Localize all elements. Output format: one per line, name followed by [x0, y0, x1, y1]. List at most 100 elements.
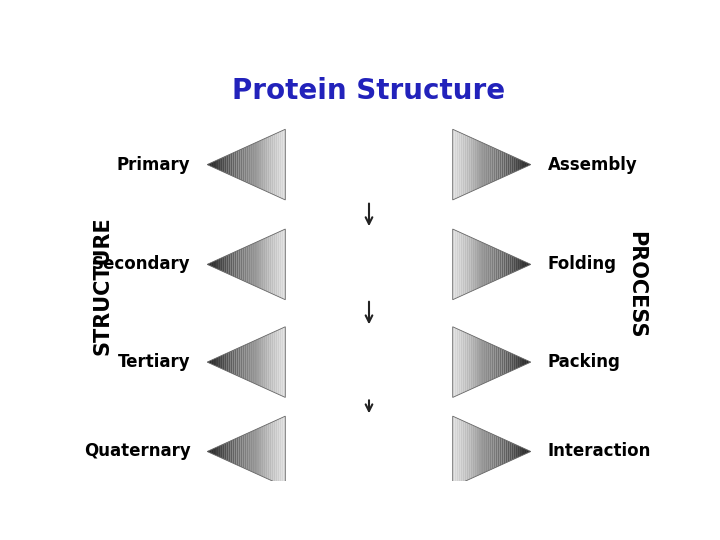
Polygon shape: [454, 417, 456, 486]
Polygon shape: [229, 154, 230, 175]
Polygon shape: [505, 153, 508, 176]
Polygon shape: [523, 261, 525, 268]
Polygon shape: [258, 338, 260, 386]
Polygon shape: [464, 421, 467, 482]
Polygon shape: [268, 334, 270, 390]
Polygon shape: [529, 264, 531, 265]
Polygon shape: [277, 132, 279, 197]
Polygon shape: [266, 137, 268, 192]
Polygon shape: [256, 429, 258, 475]
Polygon shape: [472, 425, 474, 478]
Polygon shape: [529, 164, 531, 165]
Polygon shape: [240, 248, 243, 280]
Polygon shape: [500, 348, 502, 376]
Polygon shape: [462, 331, 464, 393]
Polygon shape: [462, 134, 464, 195]
Polygon shape: [478, 428, 480, 475]
Polygon shape: [276, 233, 277, 296]
Polygon shape: [453, 416, 454, 487]
Polygon shape: [262, 139, 264, 190]
Polygon shape: [509, 353, 511, 372]
Polygon shape: [490, 433, 492, 470]
Polygon shape: [243, 248, 244, 281]
Polygon shape: [244, 147, 246, 183]
Polygon shape: [235, 438, 236, 465]
Polygon shape: [523, 161, 525, 168]
Polygon shape: [207, 450, 209, 453]
Polygon shape: [508, 441, 509, 462]
Polygon shape: [474, 239, 476, 290]
Polygon shape: [256, 339, 258, 385]
Polygon shape: [494, 148, 495, 181]
Polygon shape: [468, 236, 470, 293]
Polygon shape: [248, 343, 250, 382]
Polygon shape: [270, 136, 271, 194]
Polygon shape: [516, 158, 517, 172]
Polygon shape: [258, 141, 260, 188]
Polygon shape: [209, 360, 211, 364]
Polygon shape: [492, 247, 494, 282]
Polygon shape: [258, 428, 260, 475]
Polygon shape: [527, 450, 529, 453]
Polygon shape: [256, 241, 258, 287]
Polygon shape: [250, 431, 252, 472]
Polygon shape: [236, 151, 238, 179]
Polygon shape: [486, 244, 488, 285]
Polygon shape: [468, 136, 470, 193]
Polygon shape: [260, 140, 262, 190]
Polygon shape: [235, 251, 236, 278]
Polygon shape: [264, 138, 266, 191]
Polygon shape: [527, 163, 529, 166]
Polygon shape: [243, 435, 244, 468]
Polygon shape: [246, 433, 248, 470]
Polygon shape: [503, 152, 505, 177]
Polygon shape: [468, 334, 470, 390]
Polygon shape: [254, 242, 256, 287]
Polygon shape: [461, 233, 462, 296]
Polygon shape: [467, 333, 468, 392]
Polygon shape: [274, 421, 276, 482]
Polygon shape: [282, 230, 284, 299]
Polygon shape: [490, 146, 492, 183]
Polygon shape: [219, 356, 221, 368]
Polygon shape: [213, 359, 215, 366]
Polygon shape: [277, 329, 279, 395]
Polygon shape: [519, 259, 521, 269]
Polygon shape: [219, 158, 221, 171]
Polygon shape: [468, 423, 470, 480]
Polygon shape: [246, 146, 248, 183]
Polygon shape: [219, 446, 221, 458]
Polygon shape: [519, 357, 521, 367]
Polygon shape: [213, 261, 215, 268]
Polygon shape: [492, 147, 494, 183]
Polygon shape: [260, 338, 262, 387]
Polygon shape: [502, 349, 503, 375]
Polygon shape: [486, 431, 488, 472]
Polygon shape: [209, 262, 211, 266]
Polygon shape: [482, 429, 484, 474]
Polygon shape: [254, 340, 256, 384]
Text: Folding: Folding: [547, 255, 616, 273]
Polygon shape: [459, 132, 461, 197]
Polygon shape: [494, 248, 495, 281]
Polygon shape: [498, 347, 500, 377]
Polygon shape: [271, 421, 274, 482]
Polygon shape: [511, 255, 513, 273]
Polygon shape: [464, 234, 467, 294]
Polygon shape: [276, 420, 277, 483]
Polygon shape: [472, 238, 474, 291]
Polygon shape: [529, 361, 531, 363]
Polygon shape: [470, 335, 472, 389]
Polygon shape: [502, 151, 503, 178]
Polygon shape: [274, 233, 276, 295]
Polygon shape: [494, 435, 495, 468]
Polygon shape: [252, 144, 254, 186]
Polygon shape: [488, 343, 490, 382]
Polygon shape: [233, 439, 235, 464]
Polygon shape: [511, 443, 513, 460]
Polygon shape: [236, 437, 238, 465]
Polygon shape: [235, 349, 236, 375]
Polygon shape: [217, 259, 219, 269]
Polygon shape: [248, 145, 250, 184]
Polygon shape: [284, 416, 285, 487]
